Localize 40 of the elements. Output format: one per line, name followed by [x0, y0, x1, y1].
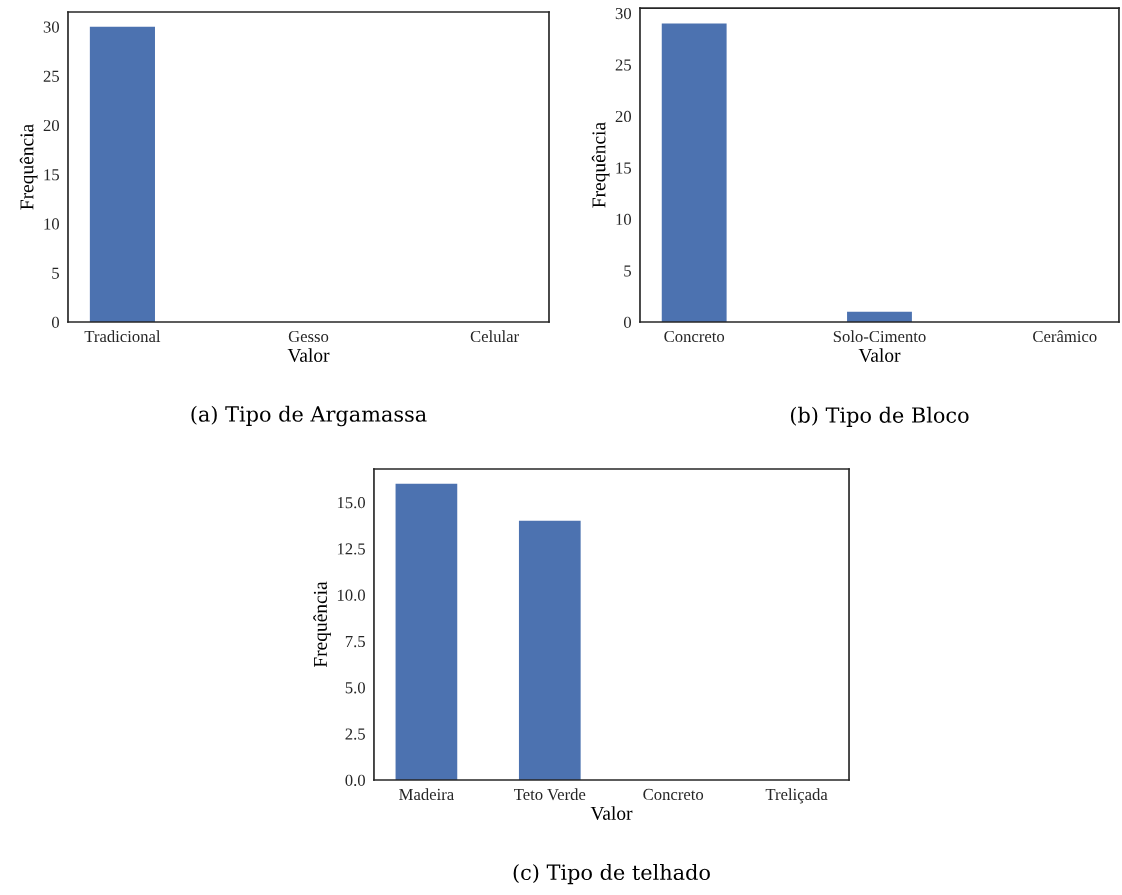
- y-tick-label: 30: [43, 21, 60, 33]
- y-tick-label: 15.0: [337, 497, 365, 509]
- y-tick-label: 25: [43, 70, 60, 82]
- y-tick-label: 20: [615, 110, 632, 123]
- y-tick-label: 5: [52, 267, 60, 279]
- y-tick-label: 2.5: [345, 728, 365, 740]
- x-tick-label: Concreto: [664, 330, 725, 343]
- y-tick-label: 30: [615, 7, 632, 20]
- x-tick-label: Tradicional: [84, 330, 161, 343]
- text: (b) Tipo de Bloco: [790, 406, 969, 427]
- y-tick-label: 5.0: [345, 682, 365, 694]
- x-tick-label: Cerâmico: [1033, 330, 1097, 343]
- text: (a) Tipo de Argamassa: [191, 405, 427, 427]
- y-tick-label: 25: [615, 59, 631, 71]
- x-tick-label: Treliçada: [765, 788, 828, 804]
- y-tick-label: 5: [624, 265, 631, 277]
- y-tick-label: 20: [43, 119, 60, 132]
- y-tick-label: 10: [616, 213, 632, 226]
- y-tick-label: 0: [623, 316, 632, 328]
- x-tick-label: Concreto: [643, 788, 704, 801]
- y-tick-label: 10.0: [337, 589, 365, 601]
- x-tick-label: Celular: [470, 330, 519, 343]
- x-axis-title: Valor: [858, 348, 901, 363]
- y-axis-title: Frequência: [591, 122, 610, 208]
- x-tick-label: Gesso: [288, 330, 329, 343]
- y-tick-label: 12.5: [337, 543, 365, 555]
- x-axis-title: Valor: [590, 806, 633, 821]
- y-tick-label: 10: [44, 218, 60, 230]
- x-tick-label: Teto Verde: [514, 788, 586, 801]
- y-tick-label: 0: [51, 316, 60, 328]
- y-tick-label: 0.0: [345, 774, 365, 787]
- y-axis-title: Frequência: [313, 581, 331, 668]
- y-tick-label: 15: [44, 169, 60, 181]
- x-tick-label: Madeira: [399, 788, 454, 801]
- y-axis-title: Frequência: [19, 124, 38, 210]
- x-axis-title: Valor: [287, 348, 330, 363]
- y-tick-label: 7.5: [345, 636, 365, 648]
- y-tick-label: 15: [616, 162, 631, 174]
- x-tick-label: Solo-Cimento: [833, 330, 926, 343]
- text: (c) Tipo de telhado: [513, 863, 710, 885]
